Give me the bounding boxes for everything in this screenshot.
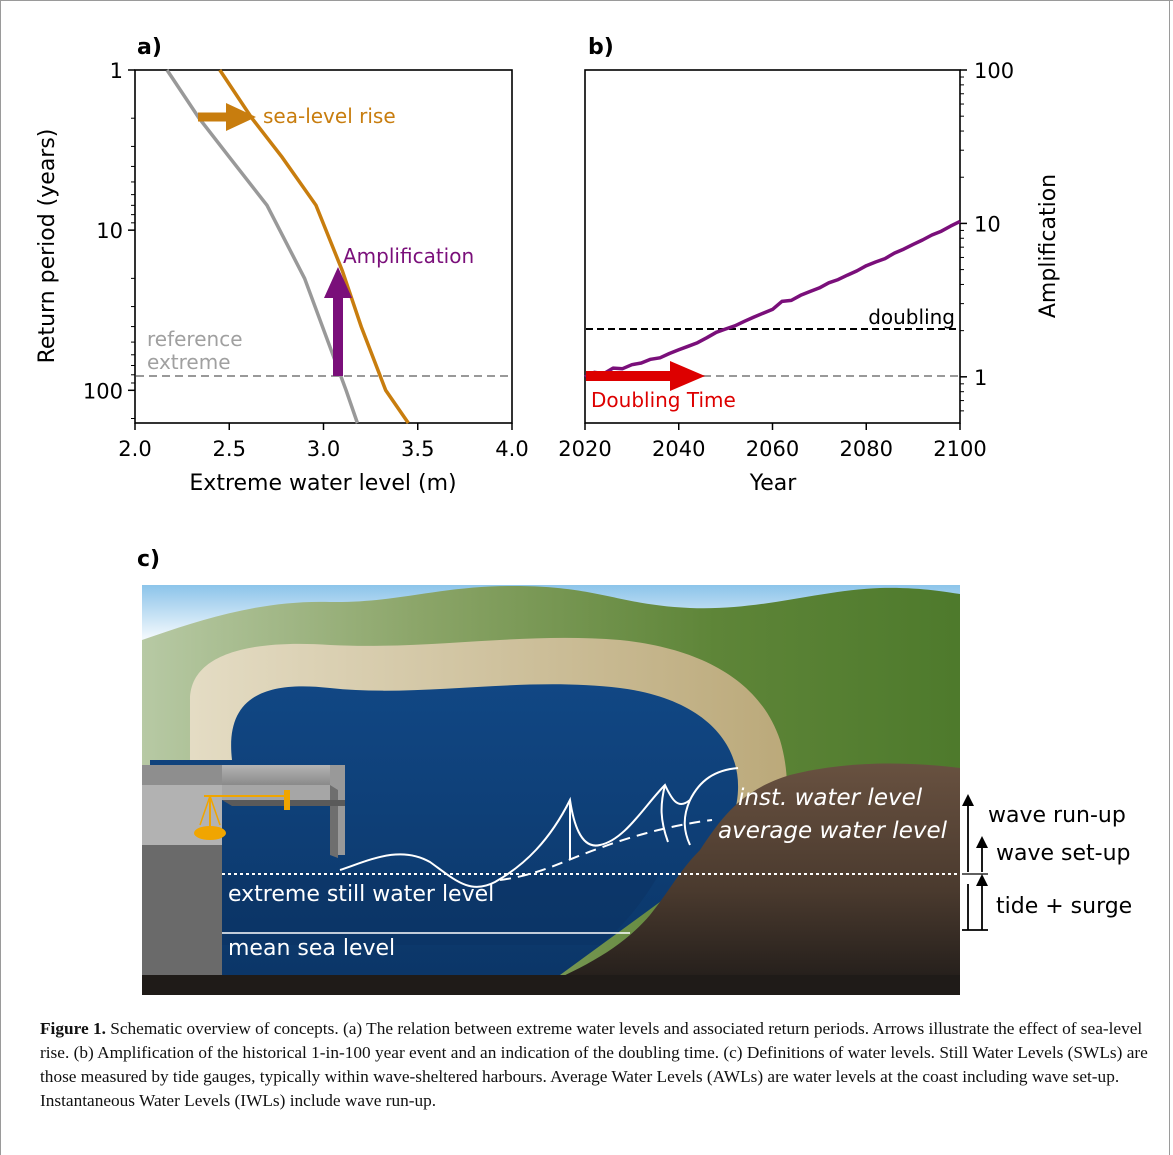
extreme-label: extreme [147, 350, 231, 374]
caption-figure-label: Figure 1. [40, 1019, 106, 1038]
panel-b-label: b) [588, 35, 614, 60]
sea-level-rise-arrow [198, 103, 256, 131]
instantaneous-wave-line [339, 767, 739, 888]
ground-base [142, 975, 960, 995]
reference-label: reference [147, 327, 243, 351]
y-tick-label: 100 [83, 379, 123, 403]
tide-gauge-icon [194, 790, 290, 840]
caption-text: Schematic overview of concepts. (a) The … [40, 1019, 1148, 1110]
x-tick-label: 2.0 [118, 437, 151, 461]
doubling-time-label: Doubling Time [591, 388, 736, 412]
sea-level-rise-label: sea-level rise [263, 104, 396, 128]
extreme-still-water-level-label: extreme still water level [228, 882, 494, 907]
tide-surge-label: tide + surge [996, 894, 1132, 919]
amplification-arrow [324, 267, 352, 376]
x-tick-label: 2080 [840, 437, 893, 461]
amplification-label: Amplification [343, 244, 474, 268]
doubling-time-arrow [586, 361, 705, 391]
y-tick-label: 100 [974, 59, 1014, 83]
reference-curve [165, 69, 360, 424]
amplification-series-line [584, 219, 961, 379]
panel-a-label: a) [137, 35, 162, 60]
panel-a-ticks: 2.0 2.5 3.0 3.5 4.0 1 10 100 [83, 59, 529, 461]
y-tick-label: 1 [974, 366, 987, 390]
panel-b-series-group [584, 219, 961, 379]
x-tick-label: 2100 [933, 437, 986, 461]
x-tick-label: 2060 [746, 437, 799, 461]
inst-water-level-label: inst. water level [738, 785, 923, 811]
panel-c-label: c) [137, 547, 160, 572]
y-tick-label: 10 [96, 219, 123, 243]
mean-sea-level-label: mean sea level [228, 936, 395, 961]
panel-b: b) 2020 2040 2060 2080 2100 1 10 100 doubling D… [558, 35, 1061, 496]
frame-line-top [0, 0, 1173, 1]
x-tick-label: 2040 [652, 437, 705, 461]
wave-crests [569, 784, 691, 860]
level-brackets [962, 794, 988, 931]
panel-b-xlabel: Year [749, 471, 798, 496]
y-tick-label: 1 [110, 59, 123, 83]
x-tick-label: 3.5 [401, 437, 434, 461]
panel-a-ylabel: Return period (years) [35, 129, 60, 364]
y-tick-label: 10 [974, 212, 1001, 236]
still-water-shade [222, 872, 660, 945]
panel-a-series-group [165, 69, 410, 424]
x-tick-label: 4.0 [495, 437, 528, 461]
frame-line-right [1169, 0, 1170, 1155]
coastal-land [520, 763, 960, 995]
doubling-label: doubling [868, 305, 955, 329]
frame-line-left [0, 0, 1, 1155]
figure-caption: Figure 1. Schematic overview of concepts… [40, 1017, 1150, 1113]
sea-level-rise-curve [218, 69, 410, 424]
panel-b-axes [584, 69, 961, 424]
x-tick-label: 2020 [558, 437, 611, 461]
wave-run-up-label: wave run-up [988, 803, 1126, 828]
panel-c: c) [137, 547, 1132, 995]
panel-a-xlabel: Extreme water level (m) [189, 471, 456, 496]
x-tick-label: 2.5 [213, 437, 246, 461]
panel-b-ticks: 2020 2040 2060 2080 2100 1 10 100 [558, 59, 1014, 461]
wave-set-up-label: wave set-up [996, 841, 1131, 866]
x-tick-label: 3.0 [307, 437, 340, 461]
panel-b-ylabel: Amplification [1036, 174, 1061, 318]
average-water-level-label: average water level [718, 818, 948, 844]
average-water-level-line [499, 819, 713, 881]
